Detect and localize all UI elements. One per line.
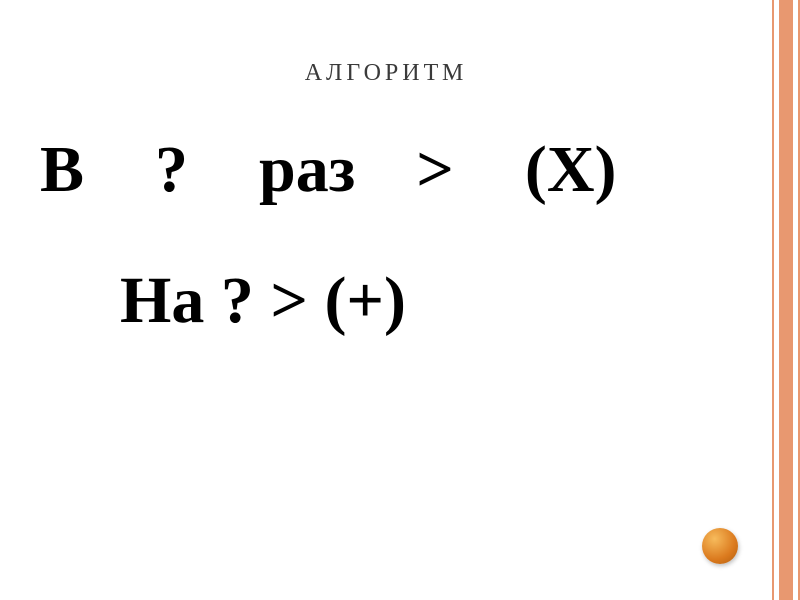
rule-line-1: В ? раз > (Х): [40, 132, 742, 208]
rule1-part2: ?: [155, 132, 188, 208]
rule1-part5: (Х): [525, 132, 617, 208]
rule1-part4: >: [416, 132, 454, 208]
navigation-dot[interactable]: [702, 528, 738, 564]
rule-line-2: На ? > (+): [120, 263, 742, 339]
rule2-part1: На: [120, 264, 204, 337]
slide-frame-inner: [779, 0, 793, 600]
slide-content: АЛГОРИТМ В ? раз > (Х) На ? > (+): [0, 0, 772, 600]
rule2-part3: >: [270, 264, 308, 337]
rule1-part3: раз: [259, 132, 355, 208]
slide-title: АЛГОРИТМ: [30, 60, 742, 87]
rule2-part4: (+): [324, 264, 406, 337]
rule2-part2: ?: [221, 264, 254, 337]
rule1-part1: В: [40, 132, 84, 208]
